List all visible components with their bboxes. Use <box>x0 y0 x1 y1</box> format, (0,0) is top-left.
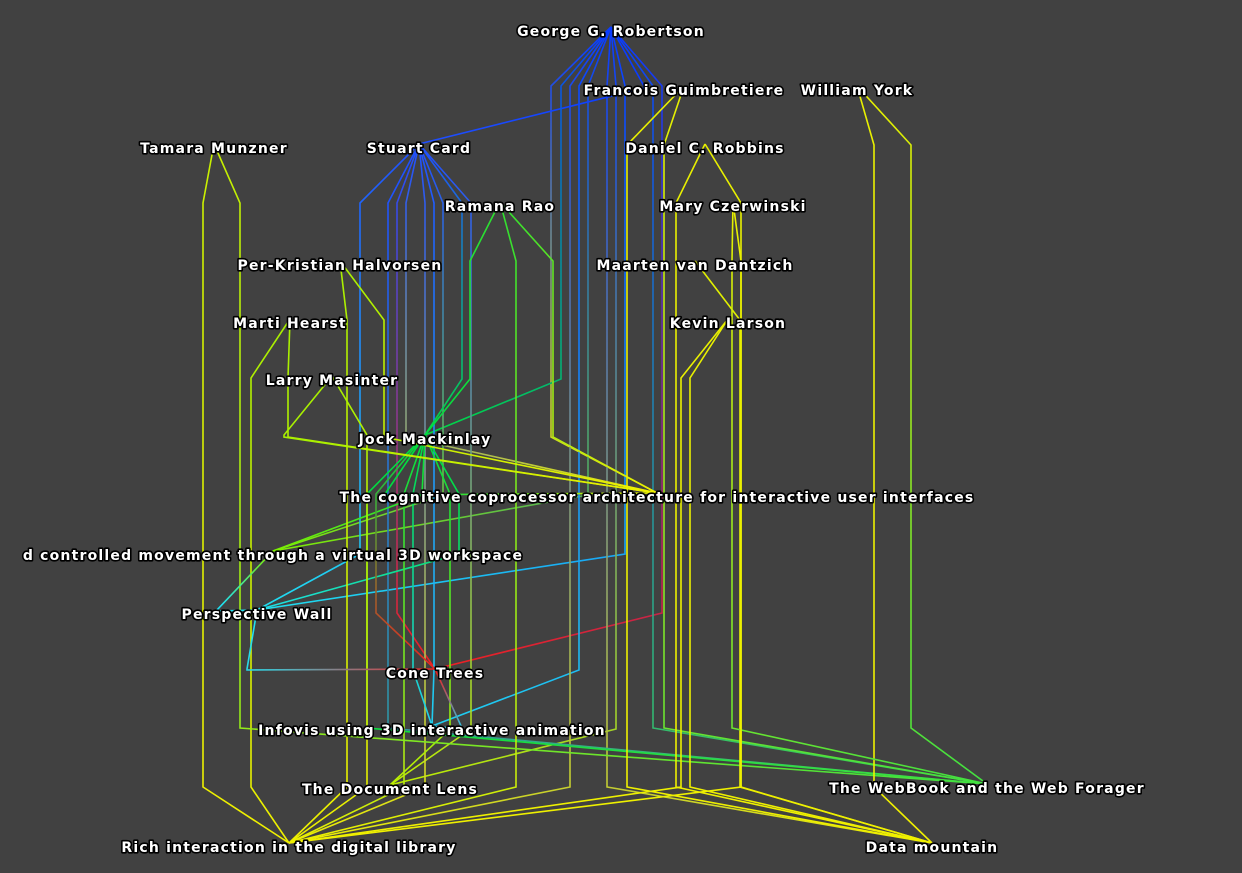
edge-rao-rich <box>288 201 517 844</box>
edge-robertson-perspective <box>256 26 626 611</box>
node-robbins[interactable]: Daniel C. Robbins <box>624 139 785 158</box>
edge-robertson-doclens <box>389 26 617 786</box>
edge-munzner-rich <box>202 143 290 844</box>
edge-york-webbook <box>856 85 988 785</box>
edge-robertson-mackinlay <box>424 26 612 436</box>
node-guimbretiere[interactable]: Francois Guimbretiere <box>582 81 785 100</box>
edge-halvorsen-rich <box>288 260 348 844</box>
edge-rapid-perspective <box>216 550 274 612</box>
node-york[interactable]: William York <box>799 81 914 100</box>
edge-dantzich-datamountain <box>694 260 933 844</box>
node-rao[interactable]: Ramana Rao <box>443 197 555 216</box>
node-hearst[interactable]: Marti Hearst <box>232 314 348 333</box>
edge-masinter-rich <box>288 375 368 844</box>
node-cognitive[interactable]: The cognitive coprocessor architecture f… <box>338 488 975 507</box>
edge-guimbretiere-webbook <box>663 85 988 785</box>
edge-larson-rich <box>288 318 729 844</box>
edge-hearst-cognitive <box>287 318 658 494</box>
edge-robertson-rich <box>288 26 612 844</box>
edge-cone-infovis <box>431 668 463 730</box>
edge-robertson-webbook <box>610 26 988 785</box>
edge-robertson-cone <box>434 26 663 670</box>
edge-robertson-datamountain <box>606 26 933 844</box>
node-robertson[interactable]: George G. Robertson <box>515 22 705 41</box>
edge-york-datamountain <box>856 85 933 844</box>
edge-mackinlay-infovis <box>412 434 433 727</box>
node-rapid[interactable]: d controlled movement through a virtual … <box>21 546 523 565</box>
edge-rao-cognitive <box>499 201 658 494</box>
node-halvorsen[interactable]: Per-Kristian Halvorsen <box>236 256 443 275</box>
edge-card-cognitive <box>405 143 658 494</box>
edge-halvorsen-cognitive <box>339 260 658 494</box>
labels-layer: George G. Robertson Francois Guimbretiere… <box>21 22 1146 857</box>
edge-hearst-rich <box>250 318 291 844</box>
edge-mackinlay-rich <box>288 434 426 844</box>
node-masinter[interactable]: Larry Masinter <box>264 371 399 390</box>
edge-rao-mackinlay <box>424 201 501 436</box>
edge-robertson-card <box>418 26 645 145</box>
edge-card-webbook <box>387 143 988 785</box>
edge-mackinlay-cognitive <box>384 434 658 496</box>
node-larson[interactable]: Kevin Larson <box>668 314 786 333</box>
edge-robbins-rich <box>288 143 742 844</box>
edge-munzner-webbook <box>213 143 988 785</box>
edge-mackinlay-cone <box>375 434 436 670</box>
node-rich[interactable]: Rich interaction in the digital library <box>120 838 457 857</box>
edge-czerwinski-webbook <box>731 201 988 785</box>
edge-card-doclens <box>389 143 472 786</box>
node-webbook[interactable]: The WebBook and the Web Forager <box>828 779 1146 798</box>
node-dantzich[interactable]: Maarten van Dantzich <box>595 256 794 275</box>
node-card[interactable]: Stuart Card <box>365 139 472 158</box>
node-perspective[interactable]: Perspective Wall <box>180 605 333 624</box>
edge-larson-datamountain <box>689 318 933 844</box>
edge-mackinlay-doclens <box>389 434 451 786</box>
node-doclens[interactable]: The Document Lens <box>300 780 478 799</box>
edge-card-infovis <box>418 143 435 727</box>
edge-card-cone <box>396 143 436 670</box>
edge-robertson-rapid <box>272 26 612 552</box>
node-czerwinski[interactable]: Mary Czerwinski <box>658 197 807 216</box>
edge-masinter-cognitive <box>283 375 658 494</box>
edge-perspective-cone <box>246 609 436 671</box>
edge-card-mackinlay <box>418 143 463 436</box>
node-infovis[interactable]: Infovis using 3D interactive animation <box>257 721 607 740</box>
node-datamountain[interactable]: Data mountain <box>864 838 999 857</box>
edge-card-perspective <box>256 143 420 611</box>
edge-guimbretiere-datamountain <box>626 85 933 844</box>
edge-mackinlay-perspective <box>256 434 460 611</box>
node-mackinlay[interactable]: Jock Mackinlay <box>356 430 492 449</box>
edge-card-rapid <box>272 143 444 552</box>
node-cone[interactable]: Cone Trees <box>384 664 484 683</box>
edges-layer <box>202 26 988 844</box>
node-munzner[interactable]: Tamara Munzner <box>139 139 289 158</box>
edge-robbins-datamountain <box>675 143 933 844</box>
edge-robertson-infovis <box>431 26 612 727</box>
